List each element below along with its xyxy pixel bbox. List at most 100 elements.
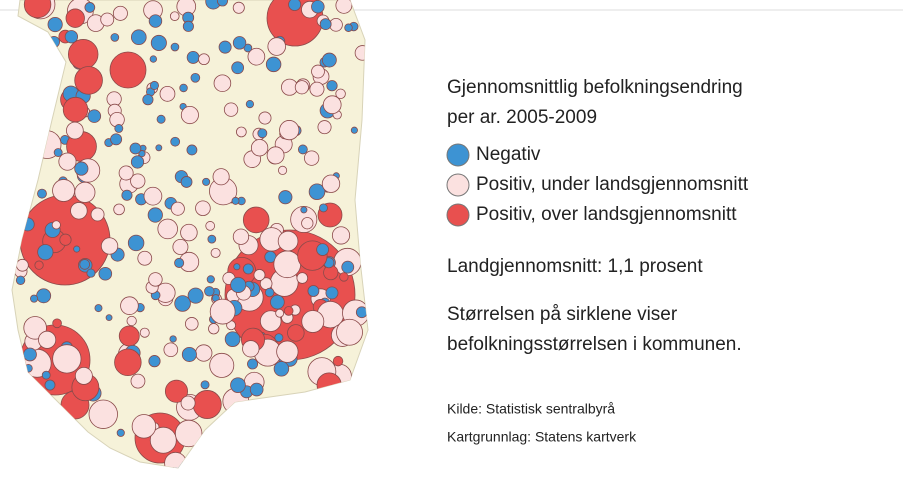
source: Kilde: Statistisk sentralbyrå [447,401,615,417]
municipality-circle [258,111,272,125]
municipality-circle [174,419,203,448]
municipality-circle [321,174,341,193]
municipality-circle [200,380,210,390]
municipality-circle [294,80,309,95]
municipality-circle [336,318,363,346]
municipality-circle [235,126,247,138]
municipality-circle [52,344,82,374]
municipality-circle [149,80,159,90]
municipality-circle [231,196,240,205]
municipality-circle [129,142,142,155]
municipality-circle [296,272,309,284]
municipality-circle [94,304,103,313]
municipality-circle [70,202,88,220]
municipality-circle [250,139,269,157]
municipality-circle [58,152,77,171]
municipality-circle [190,72,201,83]
municipality-circle [74,161,89,176]
municipality-circle [270,294,285,310]
municipality-circle [198,53,210,66]
municipality-circle [110,133,123,146]
municipality-circle [159,85,176,102]
municipality-circle [127,234,145,252]
municipality-circle [163,342,179,358]
municipality-circle [264,287,275,298]
municipality-circle [87,109,102,123]
municipality-circle [170,42,180,52]
municipality-circle [186,51,200,64]
municipality-circle [283,306,294,316]
municipality-circle [195,200,211,217]
municipality-circle [88,399,118,429]
municipality-circle [230,377,246,393]
municipality-circle [130,29,147,46]
municipality-circle [20,217,35,232]
municipality-circle [172,239,189,255]
municipality-circle [278,165,288,175]
municipality-circle [210,247,221,258]
legend-swatch [446,143,470,167]
municipality-circle [170,201,185,216]
municipality-circle [180,176,193,188]
municipality-circle [110,33,120,42]
municipality-circle [131,414,157,439]
municipality-circle [150,34,167,51]
municipality-circle [242,206,270,234]
municipality-circle [288,0,302,12]
municipality-circle [47,16,63,33]
municipality-circle [331,226,351,245]
municipality-circle [182,20,194,32]
municipality-circle [90,207,105,222]
municipality-circle [73,245,81,253]
municipality-circle [149,426,177,454]
municipality-circle [341,260,355,274]
municipality-circle [143,186,163,206]
legend-label: Positiv, over landsgjennomsnitt [476,204,737,225]
municipality-circle [86,268,96,278]
municipality-circle [156,114,166,124]
legend-title: per ar. 2005-2009 [447,107,597,128]
municipality-circle [187,287,204,304]
municipality-circle [303,150,320,166]
municipality-circle [308,183,326,201]
municipality-circle [205,221,216,231]
municipality-circle [326,80,338,92]
municipality-circle [245,99,255,109]
municipality-circle [41,370,51,380]
municipality-circle [257,128,268,139]
legend-swatch [446,203,470,227]
municipality-circle [114,348,142,377]
municipality-circle [180,106,199,125]
municipality-circle [37,188,47,199]
municipality-circle [344,23,353,32]
municipality-circle [116,428,125,437]
municipality-circle [65,8,85,28]
municipality-circle [267,37,286,56]
municipality-circle [100,12,115,27]
municipality-circle [202,177,211,186]
municipality-circle [350,126,358,134]
source: Kartgrunnlag: Statens kartverk [447,429,637,445]
municipality-circle [259,310,282,332]
municipality-circle [253,269,266,281]
legend-swatch [446,173,470,197]
municipality-circle [297,144,308,155]
municipality-circle [130,155,145,169]
municipality-circle [114,124,124,133]
municipality-circle [195,344,213,362]
municipality-circle [242,340,260,358]
municipality-circle [181,346,197,362]
municipality-circle [209,352,235,378]
municipality-circle [265,56,282,73]
legend: Gjennomsnittlig befolkningsendring per a… [446,77,749,445]
municipality-circle [274,333,284,343]
municipality-circle [37,244,54,261]
municipality-circle [186,144,198,156]
municipality-circle [275,308,285,318]
municipality-circle [180,395,196,411]
municipality-circle [335,88,346,99]
municipality-circle [62,96,89,123]
municipality-circle [66,121,84,140]
municipality-circle [311,64,325,79]
